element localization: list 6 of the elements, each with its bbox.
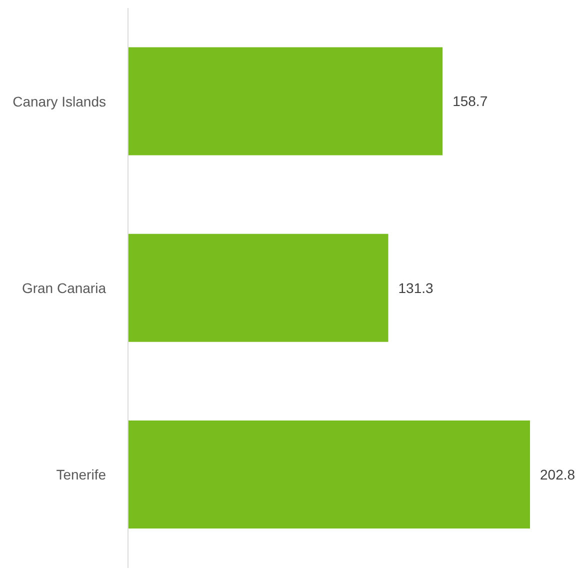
data-label: 131.3 (398, 280, 434, 296)
y-tick-label: Tenerife (56, 466, 106, 483)
y-tick-label: Gran Canaria (22, 280, 106, 296)
y-tick-label: Canary Islands (12, 93, 106, 110)
data-label: 202.8 (540, 466, 576, 483)
data-label: 158.7 (452, 93, 488, 110)
